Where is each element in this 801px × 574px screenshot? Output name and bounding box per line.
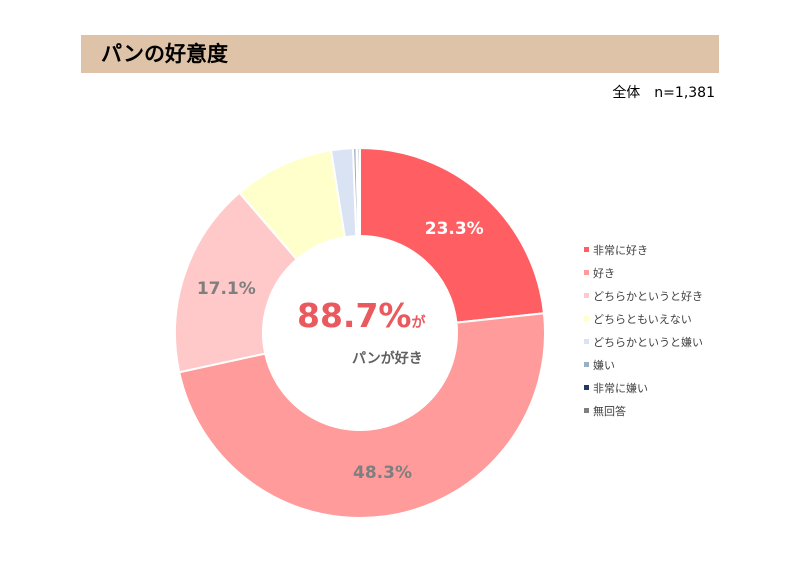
legend-label: 非常に好き — [593, 243, 648, 257]
title-bar: パンの好意度 — [81, 35, 719, 73]
legend-label: 無回答 — [593, 404, 626, 418]
legend-label: 嫌い — [593, 358, 615, 372]
center-percentage-suffix: が — [411, 315, 426, 331]
legend-swatch — [584, 270, 589, 275]
sample-size-label: 全体 n=1,381 — [612, 85, 715, 101]
chart-legend: 非常に好き好きどちらかというと好き どちらともいえない どちらかというと嫌い 嫌い非常… — [584, 238, 703, 422]
donut-slice-2 — [178, 312, 546, 519]
legend-label: どちらかというと好き — [593, 289, 703, 303]
legend-swatch — [584, 247, 589, 252]
slice-label-1: 23.3% — [425, 219, 484, 239]
legend-item: 無回答 — [584, 399, 703, 422]
legend-item: どちらかというと好き — [584, 284, 703, 307]
legend-item: 非常に嫌い — [584, 376, 703, 399]
legend-swatch — [584, 339, 589, 344]
slice-label-2: 48.3% — [353, 463, 412, 483]
legend-label: どちらともいえない — [593, 312, 692, 326]
legend-item: どちらともいえない — [584, 307, 703, 330]
legend-item: 非常に好き — [584, 238, 703, 261]
legend-swatch — [584, 362, 589, 367]
donut-slice-3 — [174, 191, 299, 374]
legend-item: どちらかというと嫌い — [584, 330, 703, 353]
donut-slice-1 — [359, 146, 546, 324]
slice-label-3: 17.1% — [197, 279, 256, 299]
legend-label: 好き — [593, 266, 615, 280]
legend-swatch — [584, 293, 589, 298]
center-subtitle: パンが好き — [352, 351, 423, 367]
legend-item: 好き — [584, 261, 703, 284]
legend-swatch — [584, 316, 589, 321]
center-percentage-value: 88.7% — [297, 296, 412, 335]
legend-label: どちらかというと嫌い — [593, 335, 703, 349]
center-percentage: 88.7%が — [297, 296, 426, 335]
legend-swatch — [584, 385, 589, 390]
donut-slice-8 — [356, 146, 361, 238]
legend-item: 嫌い — [584, 353, 703, 376]
chart-title: パンの好意度 — [101, 42, 229, 66]
legend-swatch — [584, 408, 589, 413]
legend-label: 非常に嫌い — [593, 381, 648, 395]
